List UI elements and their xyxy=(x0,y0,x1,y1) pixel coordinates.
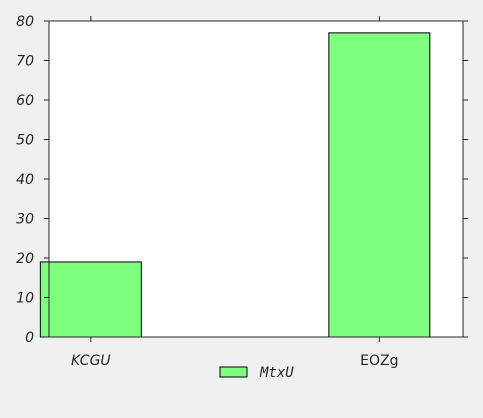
y-axis-ticks: 0 10 20 30 40 50 60 70 80 xyxy=(16,14,468,346)
y-tick-label: 50 xyxy=(16,133,34,149)
y-tick-label: 30 xyxy=(16,212,34,228)
x-axis-ticks: KCGU EOZg xyxy=(71,16,399,369)
bars-group xyxy=(39,32,431,338)
legend: MtxU xyxy=(219,365,294,381)
x-tick-label-eozg: EOZg xyxy=(360,353,398,369)
y-tick-label: 40 xyxy=(16,172,34,188)
legend-swatch xyxy=(219,366,248,378)
plot-frame xyxy=(48,20,464,338)
y-tick-label: 70 xyxy=(16,54,34,70)
bar-kcgu xyxy=(39,261,142,338)
bar-eozg xyxy=(328,32,431,338)
y-tick-label: 0 xyxy=(25,330,34,346)
legend-label: MtxU xyxy=(259,365,294,381)
y-tick-label: 20 xyxy=(16,251,34,267)
x-tick-label-kcgu: KCGU xyxy=(71,353,111,369)
y-tick-label: 60 xyxy=(16,93,34,109)
y-tick-label: 10 xyxy=(16,291,34,307)
y-tick-label: 80 xyxy=(16,14,34,30)
